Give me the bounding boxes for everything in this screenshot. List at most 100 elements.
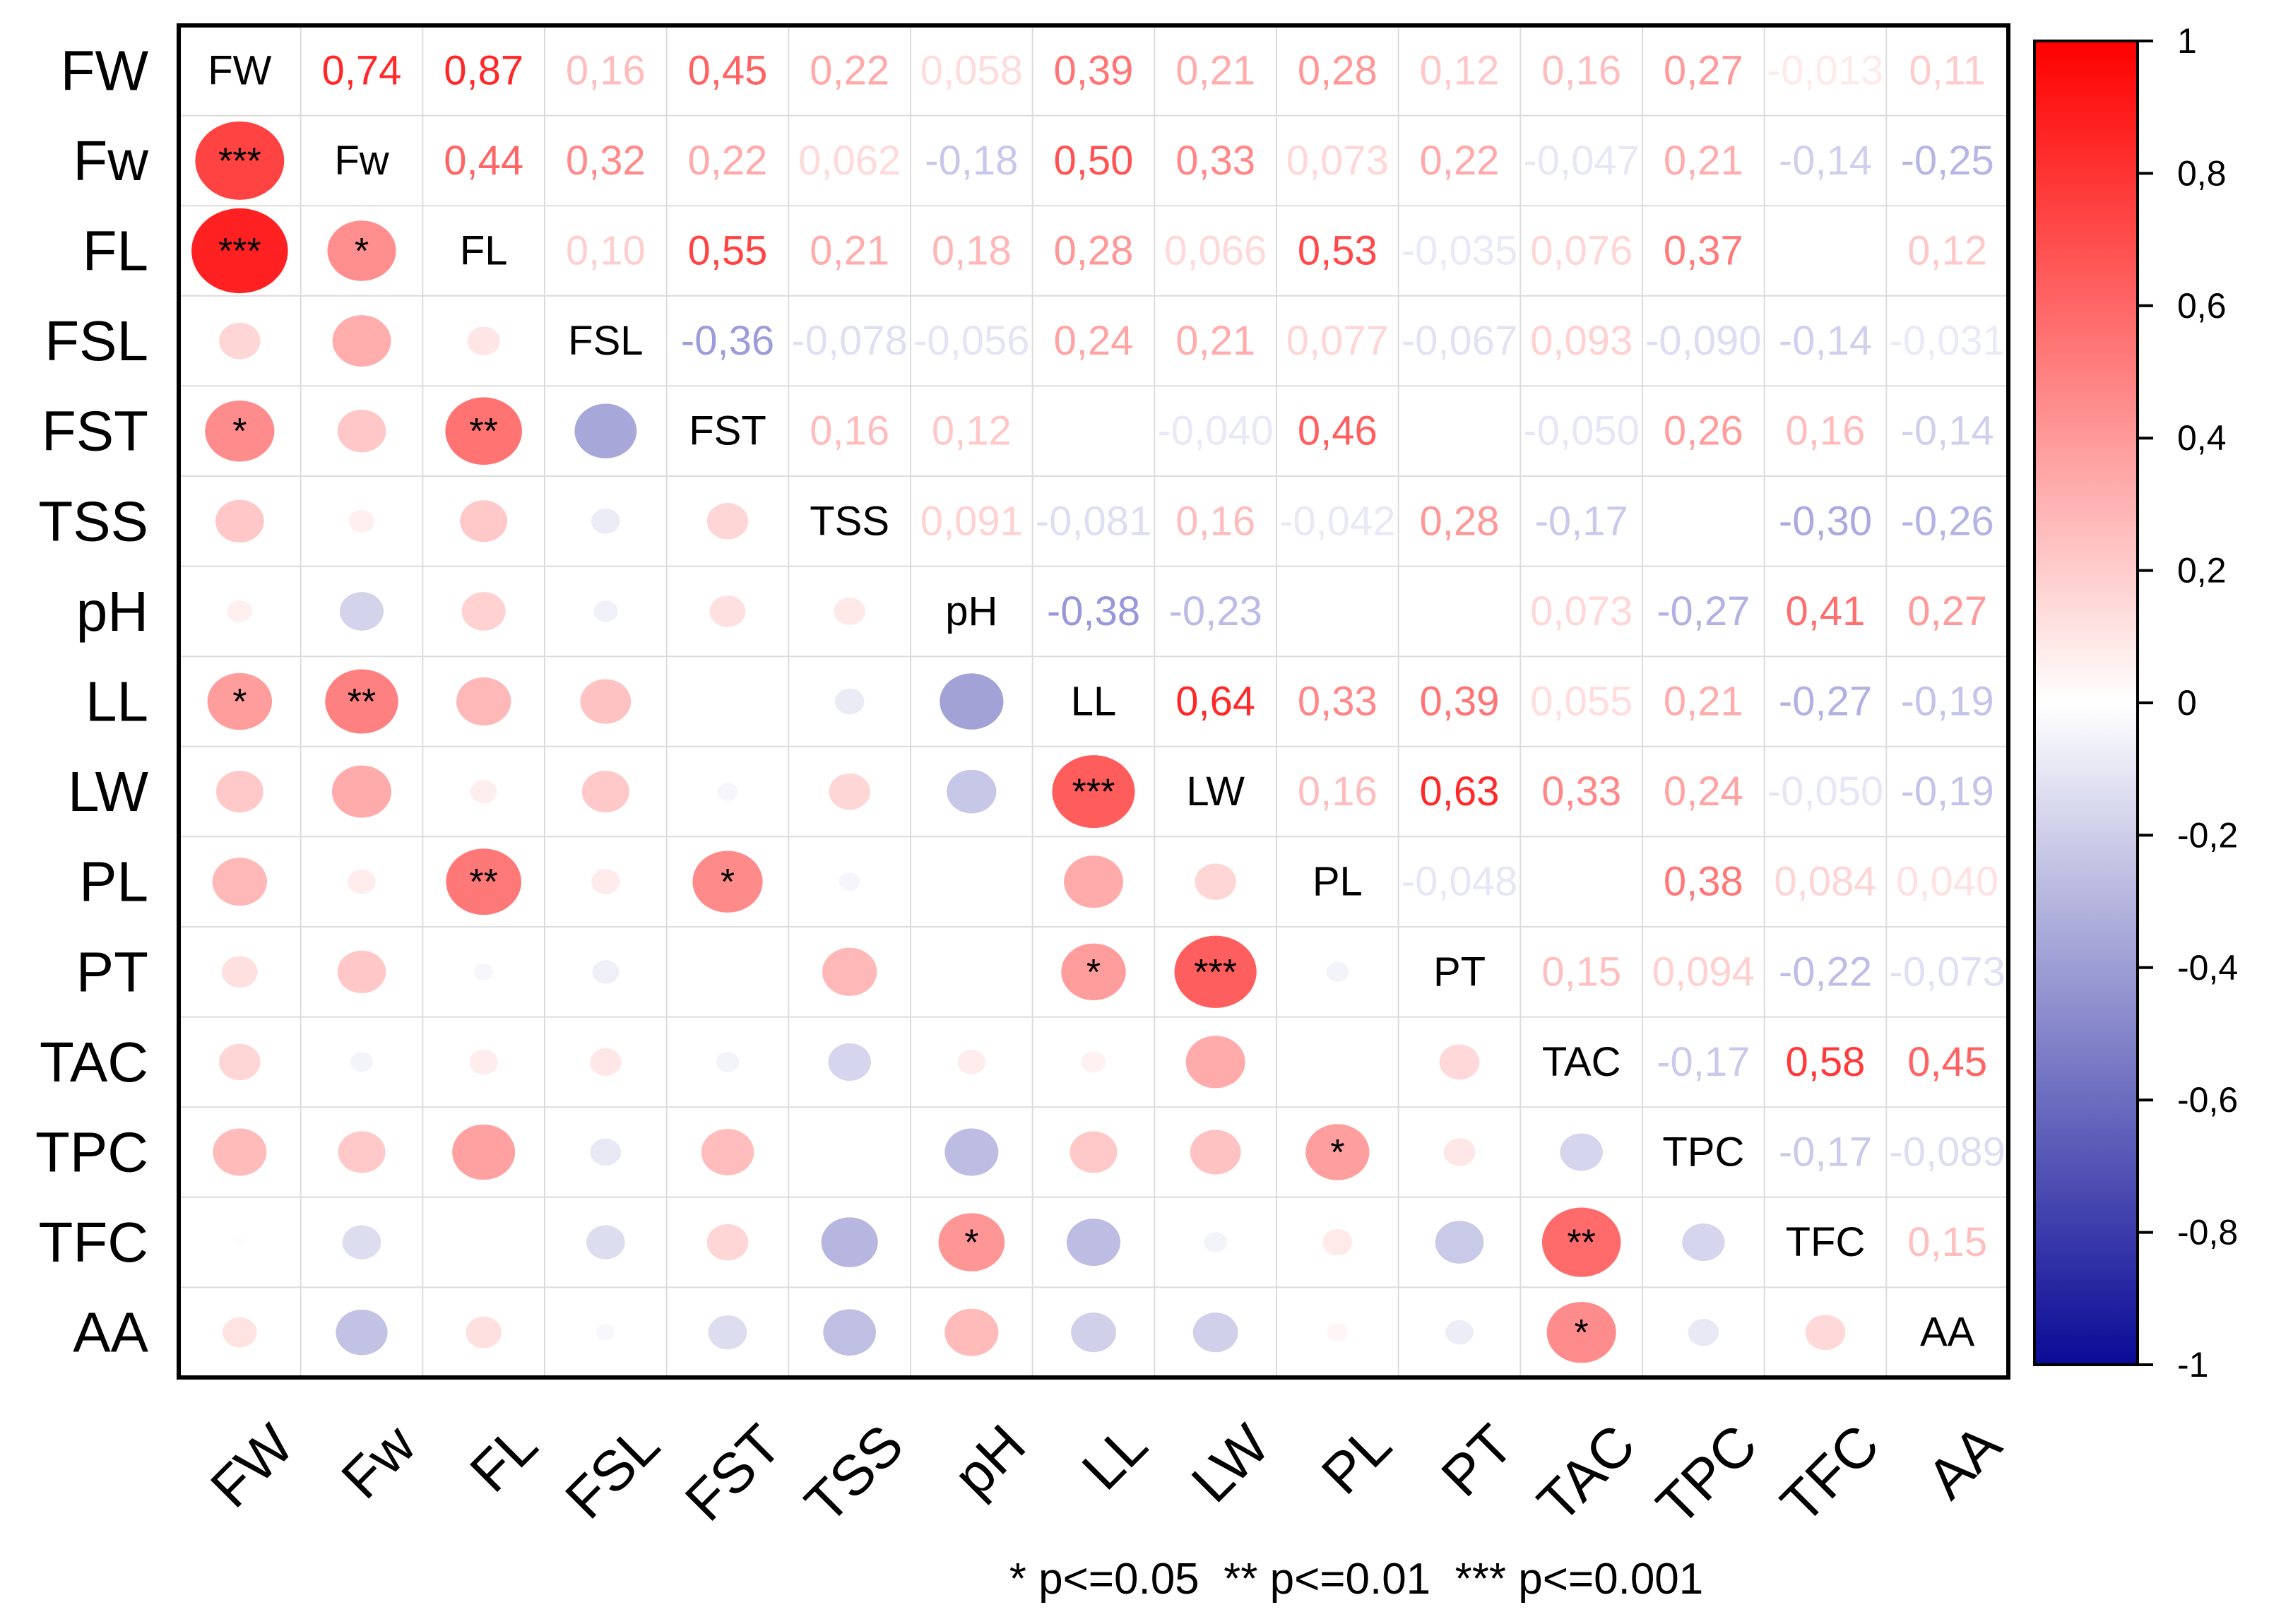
coefficient-label: 0,16 [810, 408, 889, 454]
correlation-circle [337, 409, 386, 453]
diagonal-label: TSS [810, 498, 889, 544]
coefficient-label: 0,21 [810, 228, 889, 274]
correlation-circle [469, 1049, 498, 1075]
coefficient-label: 0,58 [1786, 1039, 1866, 1085]
correlation-circle [205, 400, 275, 462]
coefficient-label: -0,17 [1779, 1130, 1872, 1175]
coefficient-label: 0,21 [1175, 47, 1255, 93]
diagonal-label: FL [460, 228, 508, 274]
coefficient-label: -0,38 [1047, 588, 1140, 634]
correlation-circle [586, 1225, 625, 1260]
correlation-circle [327, 220, 396, 281]
row-label: pH [76, 580, 148, 643]
diagonal-label: FSL [568, 318, 643, 364]
correlation-circle [331, 765, 392, 818]
correlation-circle [829, 773, 870, 810]
correlation-circle [348, 509, 375, 533]
significance-marker: ** [469, 411, 497, 452]
correlation-circle [336, 1309, 388, 1356]
correlation-circle [574, 403, 637, 458]
coefficient-label: 0,076 [1530, 228, 1633, 274]
row-label: FL [83, 220, 148, 283]
coefficient-label: 0,63 [1420, 769, 1500, 814]
coefficient-label: -0,14 [1779, 318, 1872, 364]
significance-marker: * [1575, 1312, 1589, 1353]
coefficient-label: 0,066 [1164, 228, 1267, 274]
significance-marker: * [232, 682, 247, 723]
correlation-circle [467, 326, 500, 355]
correlation-circle [592, 960, 620, 984]
diagonal-label: FW [208, 47, 271, 93]
coefficient-label: -0,056 [913, 318, 1029, 364]
row-label: TAC [40, 1031, 148, 1093]
coefficient-label: 0,12 [1420, 47, 1500, 93]
correlation-circle [332, 315, 391, 367]
coefficient-label: 0,093 [1530, 318, 1633, 364]
correlation-circle [221, 956, 258, 988]
correlation-circle [191, 208, 288, 294]
correlation-circle [1204, 1232, 1228, 1253]
coefficient-label: 0,26 [1664, 408, 1743, 454]
correlation-circle [709, 595, 746, 627]
coefficient-label: -0,013 [1767, 47, 1883, 93]
coefficient-label: 0,33 [1541, 769, 1621, 814]
coefficient-label: 0,18 [932, 228, 1012, 274]
correlation-circle [591, 869, 620, 895]
correlation-circle [1070, 1131, 1118, 1173]
coefficient-label: -0,17 [1535, 498, 1628, 544]
colorbar-tick-label: 0 [2177, 683, 2197, 723]
row-label: TFC [38, 1211, 148, 1274]
colorbar-tick-label: -0,2 [2177, 815, 2238, 855]
correlation-circle [215, 771, 263, 813]
significance-marker: * [964, 1223, 978, 1264]
coefficient-label: 0,058 [920, 47, 1023, 93]
colorbar-ticks: 1 0,8 0,6 0,4 0,2 0 -0,2 -0,4 -0,6 -0,8 -1 [2138, 21, 2238, 1385]
row-label: TSS [38, 490, 148, 552]
diagonal-label: LW [1186, 769, 1245, 814]
correlation-circle [350, 1052, 373, 1072]
correlation-circle [822, 947, 877, 996]
coefficient-label: 0,040 [1896, 859, 1998, 905]
correlation-circle [1063, 855, 1124, 908]
coefficient-label: 0,28 [1298, 47, 1378, 93]
coefficient-label: 0,38 [1664, 859, 1743, 905]
correlation-circle [717, 782, 738, 801]
coefficient-label: 0,21 [1664, 679, 1743, 725]
correlation-circle [195, 121, 285, 200]
coefficient-label: -0,048 [1402, 859, 1517, 905]
coefficient-label: -0,050 [1523, 408, 1639, 454]
coefficient-label: -0,30 [1779, 498, 1872, 544]
coefficient-label: 0,44 [444, 138, 523, 184]
correlation-circle [461, 592, 506, 631]
coefficient-label: 0,87 [444, 47, 523, 93]
coefficient-label: 0,055 [1530, 679, 1633, 725]
correlation-circle [446, 848, 521, 915]
matrix-cells: FW 0,74 0,87 0,16 0,45 0,22 0,058 0,39 0,21 0,28 0… [191, 47, 2006, 1363]
correlation-circle [223, 1317, 257, 1348]
colorbar-tick-label: -0,4 [2177, 948, 2238, 988]
correlation-circle [338, 1131, 386, 1173]
significance-marker: * [232, 411, 247, 452]
coefficient-label: -0,031 [1889, 318, 2005, 364]
correlation-circle [590, 1138, 622, 1166]
correlation-circle [938, 1213, 1005, 1272]
correlation-circle [215, 499, 264, 543]
correlation-circle [944, 1128, 999, 1176]
correlation-circle [339, 592, 384, 631]
coefficient-label: -0,14 [1779, 138, 1872, 184]
coefficient-label: 0,39 [1054, 47, 1134, 93]
colorbar-tick-label: 0,8 [2177, 153, 2227, 193]
correlation-circle [460, 500, 508, 543]
correlation-circle [1445, 1320, 1474, 1345]
correlation-circle [473, 963, 494, 980]
significance-marker: * [1330, 1132, 1344, 1173]
coefficient-label: -0,26 [1901, 498, 1994, 544]
correlation-circle [1443, 1138, 1476, 1166]
colorbar-tick-label: 0,2 [2177, 551, 2227, 591]
correlation-circle [947, 769, 997, 814]
coefficient-label: 0,073 [1286, 138, 1389, 184]
correlation-circle [212, 858, 268, 906]
coefficient-label: 0,12 [932, 408, 1012, 454]
coefficient-label: 0,10 [566, 228, 646, 274]
coefficient-label: -0,067 [1402, 318, 1517, 364]
